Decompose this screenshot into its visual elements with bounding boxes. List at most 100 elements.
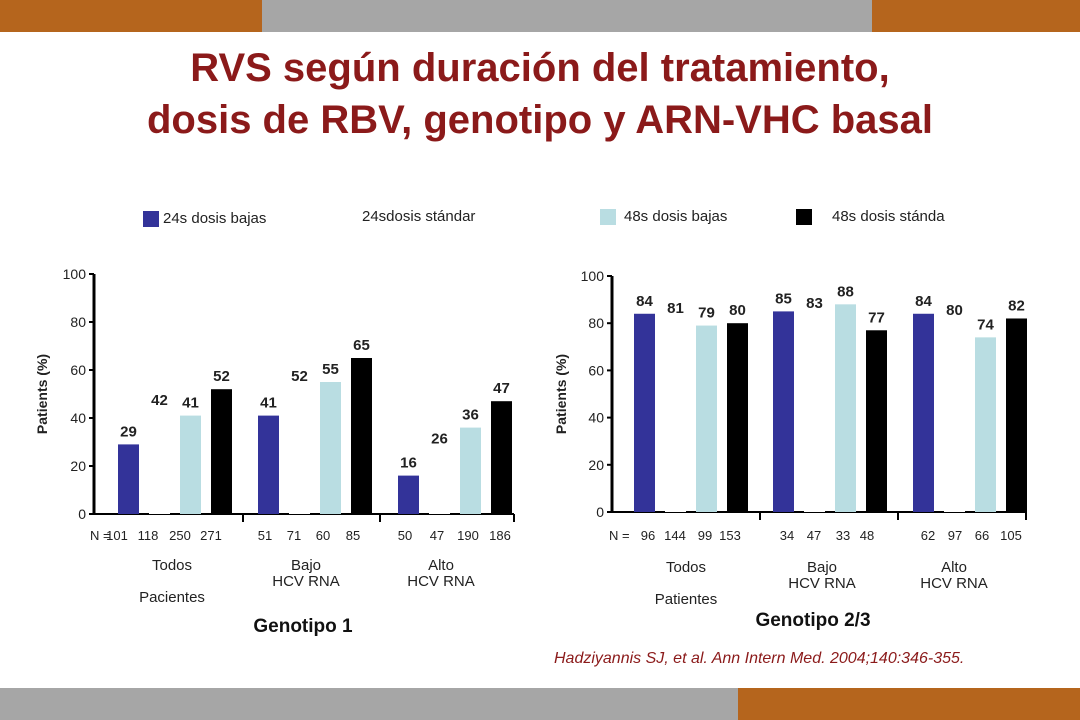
n-label: 118 (138, 528, 159, 543)
n-label: 50 (398, 528, 412, 543)
bar-value-label: 80 (946, 302, 963, 319)
bar (773, 311, 794, 512)
bar-value-label: 80 (729, 302, 746, 319)
bar-value-label: 83 (806, 295, 823, 312)
bar (149, 413, 170, 514)
bar-value-label: 29 (120, 423, 137, 440)
bar (665, 320, 686, 512)
bar (866, 330, 887, 512)
y-tick-label: 20 (588, 457, 604, 473)
n-label: 85 (346, 528, 360, 543)
bar (429, 451, 450, 514)
n-label: 34 (780, 528, 794, 543)
n-label: 153 (719, 528, 741, 543)
n-label: 144 (664, 528, 686, 543)
bar-value-label: 82 (1008, 297, 1025, 314)
n-label: 62 (921, 528, 935, 543)
legend-label-24s-bajas: 24s dosis bajas (163, 210, 267, 227)
bar-value-label: 41 (260, 395, 277, 412)
legend-swatch-24s-bajas (143, 211, 159, 227)
n-label: 66 (975, 528, 989, 543)
y-tick-label: 20 (70, 458, 86, 474)
group-label: Bajo (807, 559, 837, 576)
n-label: 99 (698, 528, 712, 543)
bar (289, 389, 310, 514)
bar (913, 313, 934, 512)
group-label: HCV RNA (920, 575, 988, 592)
bar (835, 304, 856, 512)
title-line-1: RVS según duración del tratamiento, (190, 46, 890, 90)
bar (460, 427, 481, 514)
n-label: 60 (316, 528, 330, 543)
n-label: 51 (258, 528, 272, 543)
bar (975, 337, 996, 512)
bar-value-label: 65 (353, 337, 370, 354)
bar-value-label: 81 (667, 300, 684, 317)
bar-value-label: 85 (775, 290, 792, 307)
n-label: 186 (489, 528, 511, 543)
bar (351, 358, 372, 514)
bar (118, 444, 139, 514)
legend-label-48s-bajas: 48s dosis bajas (624, 208, 728, 225)
top-band-mid (262, 0, 872, 32)
bar (211, 389, 232, 514)
bar-value-label: 84 (915, 293, 932, 310)
group-label: HCV RNA (407, 573, 475, 590)
bottom-band-right (738, 688, 1080, 720)
bar (696, 325, 717, 512)
slide-title: RVS según duración del tratamiento, dosi… (0, 42, 1080, 146)
y-tick-label: 60 (588, 362, 604, 378)
y-tick-label: 100 (581, 268, 605, 284)
bar (491, 401, 512, 514)
y-tick-label: 80 (70, 314, 86, 330)
n-label: 97 (948, 528, 962, 543)
bar (634, 313, 655, 512)
chart-title: Genotipo 1 (253, 616, 353, 637)
group-label: Patientes (655, 591, 718, 608)
group-label: HCV RNA (272, 573, 340, 590)
y-axis-label: Patients (%) (34, 354, 50, 434)
bar (727, 323, 748, 512)
n-label: 105 (1000, 528, 1022, 543)
top-band-left (0, 0, 262, 32)
n-prefix-label: N = (90, 528, 111, 543)
group-label: Todos (666, 559, 706, 576)
bar-value-label: 79 (698, 305, 715, 322)
chart-title: Genotipo 2/3 (755, 610, 870, 631)
bar-value-label: 41 (182, 395, 199, 412)
bar-value-label: 26 (431, 431, 448, 448)
bar-value-label: 77 (868, 309, 885, 326)
n-label: 271 (200, 528, 222, 543)
bar-value-label: 16 (400, 455, 417, 472)
legend-label-24s-estandar: 24sdosis stándar (362, 208, 476, 225)
legend-swatch-48s-bajas (600, 209, 616, 225)
citation: Hadziyannis SJ, et al. Ann Intern Med. 2… (554, 650, 965, 667)
n-label: 48 (860, 528, 874, 543)
group-label: Todos (152, 557, 192, 574)
bottom-band-left (0, 688, 738, 720)
bar-value-label: 52 (213, 368, 230, 385)
bar-value-label: 47 (493, 380, 510, 397)
bar (1006, 318, 1027, 512)
group-label: Pacientes (139, 589, 205, 606)
n-label: 47 (430, 528, 444, 543)
y-tick-label: 40 (70, 410, 86, 426)
bar (804, 316, 825, 512)
group-label: Bajo (291, 557, 321, 574)
bar (180, 415, 201, 514)
bar-value-label: 52 (291, 368, 308, 385)
bar (944, 323, 965, 512)
y-tick-label: 100 (63, 266, 87, 282)
group-label: Alto (941, 559, 967, 576)
n-prefix-label: N = (609, 528, 630, 543)
n-label: 190 (457, 528, 479, 543)
group-label: HCV RNA (788, 575, 856, 592)
bar-value-label: 84 (636, 293, 653, 310)
legend-label-48s-estandar: 48s dosis stánda (832, 208, 945, 225)
top-band-right (872, 0, 1080, 32)
n-label: 250 (169, 528, 191, 543)
n-label: 47 (807, 528, 821, 543)
y-axis-label: Patients (%) (553, 354, 569, 434)
group-label: Alto (428, 557, 454, 574)
